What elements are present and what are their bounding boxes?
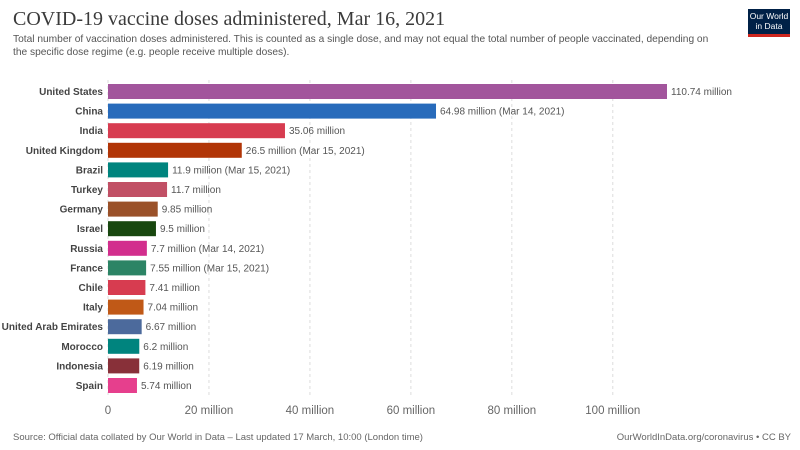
category-label: Israel xyxy=(77,224,103,235)
x-tick-label: 40 million xyxy=(286,405,335,417)
category-label: India xyxy=(80,126,104,137)
bar xyxy=(108,103,437,119)
chart-title: COVID-19 vaccine doses administered, Mar… xyxy=(13,8,446,30)
value-label: 6.2 million xyxy=(143,342,188,353)
category-label: Chile xyxy=(79,283,104,294)
bar xyxy=(108,378,137,393)
value-label: 35.06 million xyxy=(289,126,345,137)
value-label: 6.67 million xyxy=(146,322,197,333)
category-label: Morocco xyxy=(61,342,103,353)
category-label: Turkey xyxy=(71,185,103,196)
x-tick-label: 20 million xyxy=(185,405,234,417)
category-label: Russia xyxy=(70,244,103,255)
bar xyxy=(108,182,168,197)
category-label: Brazil xyxy=(76,165,103,176)
value-label: 7.41 million xyxy=(149,283,200,294)
bar xyxy=(108,358,140,374)
value-label: 7.55 million (Mar 15, 2021) xyxy=(150,263,269,274)
bar xyxy=(108,84,667,99)
logo-line-2: in Data xyxy=(755,20,783,31)
owid-logo[interactable]: Our World in Data xyxy=(748,9,790,37)
bar xyxy=(108,123,285,139)
license-link[interactable]: OurWorldInData.org/coronavirus • CC BY xyxy=(616,432,791,443)
bar xyxy=(108,240,147,256)
value-label: 11.7 million xyxy=(171,185,221,196)
value-label: 7.04 million xyxy=(148,303,199,314)
category-label: Indonesia xyxy=(56,361,103,372)
bar xyxy=(108,201,158,217)
x-tick-label: 80 million xyxy=(488,405,537,417)
category-label: China xyxy=(75,107,103,118)
bar xyxy=(108,142,242,158)
bar xyxy=(108,260,147,276)
value-label: 11.9 million (Mar 15, 2021) xyxy=(172,165,290,176)
category-label: United States xyxy=(39,87,103,98)
chart-subtitle: Total number of vaccination doses admini… xyxy=(13,34,709,58)
value-label: 5.74 million xyxy=(141,381,192,392)
category-label: France xyxy=(70,263,103,274)
logo-line-1: Our World xyxy=(749,11,789,21)
bar xyxy=(108,338,140,354)
value-label: 9.85 million xyxy=(162,205,213,216)
bar xyxy=(108,299,144,315)
bar xyxy=(108,162,169,178)
category-label: Spain xyxy=(76,381,103,392)
value-label: 6.19 million xyxy=(143,361,194,372)
x-tick-label: 60 million xyxy=(387,405,436,417)
source-note: Source: Official data collated by Our Wo… xyxy=(13,432,423,443)
x-tick-label: 100 million xyxy=(585,405,640,417)
x-tick-label: 0 xyxy=(105,405,111,417)
bar xyxy=(108,221,156,237)
value-label: 26.5 million (Mar 15, 2021) xyxy=(246,146,365,157)
value-label: 64.98 million (Mar 14, 2021) xyxy=(440,107,565,118)
category-label: United Kingdom xyxy=(26,146,103,157)
value-label: 7.7 million (Mar 14, 2021) xyxy=(151,244,264,255)
category-label: United Arab Emirates xyxy=(2,322,104,333)
bar xyxy=(108,280,146,295)
category-label: Italy xyxy=(83,303,103,314)
bar xyxy=(108,319,142,335)
category-label: Germany xyxy=(60,205,104,216)
value-label: 110.74 million xyxy=(671,87,732,98)
value-label: 9.5 million xyxy=(160,224,205,235)
